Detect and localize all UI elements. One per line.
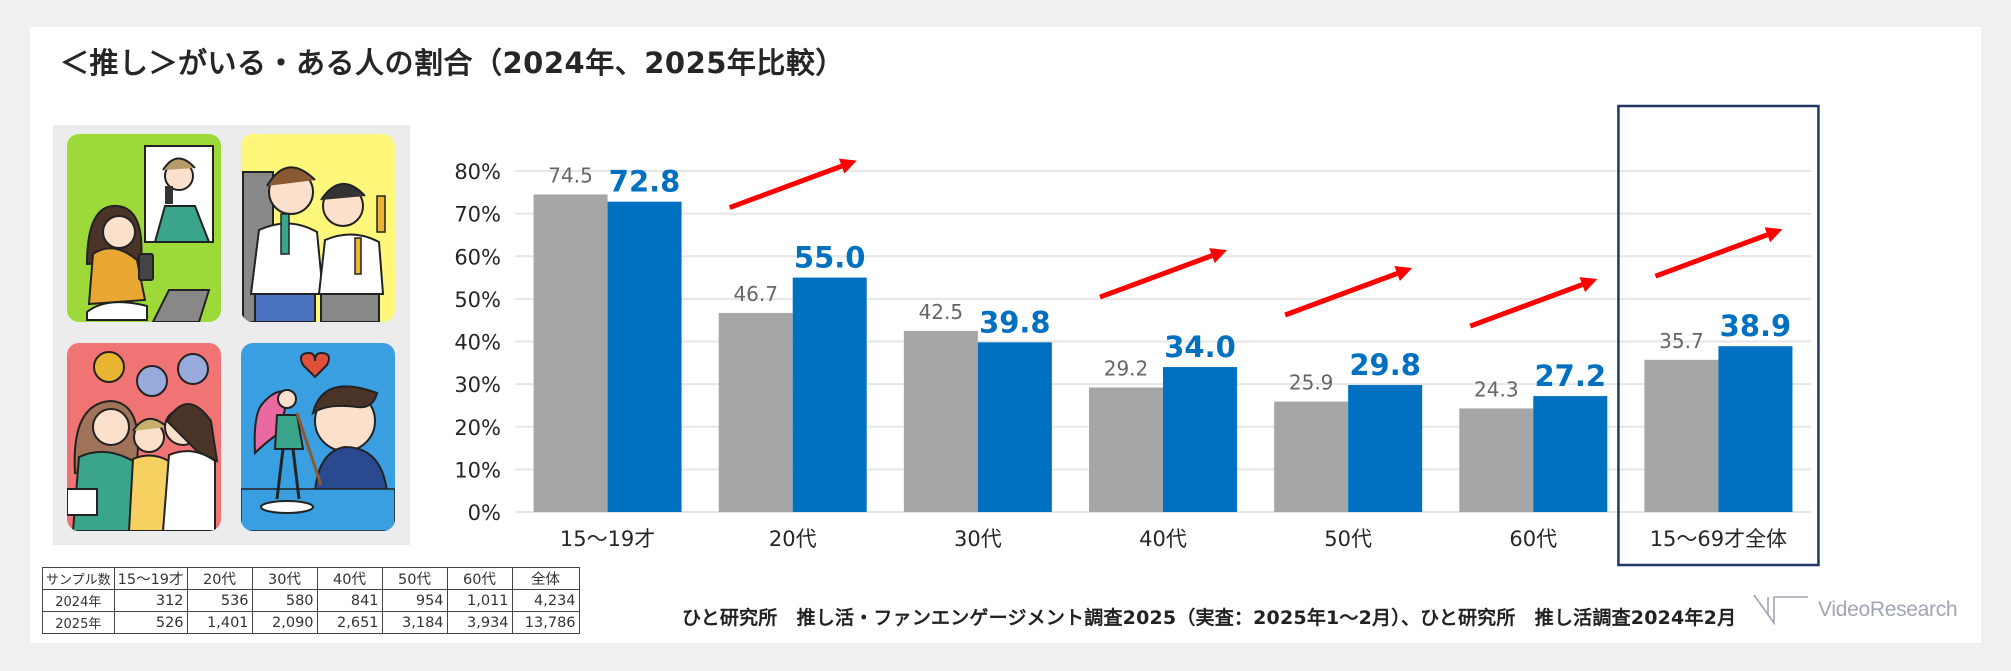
x-category-label: 50代 [1324, 527, 1372, 551]
bar-2024 [1274, 401, 1349, 512]
y-tick-label: 20% [454, 416, 501, 440]
y-tick-label: 80% [454, 160, 501, 184]
increase-arrow-icon [728, 158, 857, 210]
bar-2024 [1644, 359, 1719, 512]
sample-table-header-cell: 30代 [251, 567, 318, 590]
source-footnote: ひと研究所 推し活・ファンエンゲージメント調査2025（実査：2025年1～2月… [682, 607, 1737, 629]
sample-table-cell: 526 [113, 611, 188, 634]
illustration-fans-with-penlights-image [241, 134, 395, 322]
bar-2025 [792, 277, 867, 512]
sample-table-header-cell: 50代 [381, 567, 448, 590]
sample-table-header-cell: サンプル数 [42, 567, 115, 590]
value-label-2025: 38.9 [1720, 309, 1792, 343]
sample-table-cell: 536 [186, 589, 253, 612]
video-research-logo: VideoResearch [1752, 593, 1958, 627]
x-category-label: 30代 [954, 527, 1002, 551]
y-tick-label: 50% [454, 288, 501, 312]
bar-2024 [1089, 387, 1163, 512]
logo-text: VideoResearch [1818, 598, 1958, 621]
illustration-panel [53, 125, 410, 545]
sample-table-cell: 312 [113, 589, 188, 612]
bar-2025 [1163, 367, 1237, 512]
sample-table-cell: 4,234 [511, 589, 580, 612]
sample-table-cell: 1,401 [186, 611, 253, 634]
value-label-2025: 55.0 [794, 241, 866, 275]
value-label-2025: 72.8 [609, 165, 681, 199]
sample-table-cell: 3,934 [446, 611, 513, 634]
illustration-woman-watching-idol [67, 134, 221, 322]
value-label-2025: 39.8 [979, 305, 1051, 339]
value-label-2025: 29.8 [1349, 348, 1421, 382]
bar-2024 [533, 194, 608, 512]
value-label-2024: 25.9 [1289, 371, 1334, 395]
bar-2024 [718, 312, 793, 512]
sample-table-row: 2025年 526 1,401 2,090 2,651 3,184 3,934 … [42, 611, 580, 634]
value-label-2024: 35.7 [1659, 329, 1704, 353]
value-label-2025: 34.0 [1164, 330, 1236, 364]
y-tick-label: 30% [454, 373, 501, 397]
bar-2025 [1533, 396, 1608, 512]
illustration-woman-watching-idol-image [67, 134, 221, 322]
sample-table-header-cell: 20代 [186, 567, 253, 590]
y-tick-label: 70% [454, 203, 501, 227]
sample-table-cell: 2,090 [251, 611, 318, 634]
bar-2025 [977, 342, 1052, 512]
page-title: ＜推し＞がいる・ある人の割合（2024年、2025年比較） [60, 46, 845, 80]
bar-2025 [607, 201, 682, 512]
illustration-friends-chatting [67, 343, 221, 531]
sample-table-cell: 3,184 [381, 611, 448, 634]
sample-table-header-row: サンプル数 15～19才 20代 30代 40代 50代 60代 全体 [42, 567, 580, 590]
sample-table-cell: 1,011 [446, 589, 513, 612]
increase-arrow-icon [1284, 266, 1413, 318]
sample-table-row-label: 2024年 [42, 589, 115, 612]
y-tick-label: 0% [468, 501, 501, 525]
x-category-label: 60代 [1509, 527, 1557, 551]
sample-table-header-cell: 60代 [446, 567, 513, 590]
value-label-2024: 24.3 [1474, 377, 1519, 401]
sample-table-row: 2024年 312 536 580 841 954 1,011 4,234 [42, 589, 580, 612]
sample-table-header-cell: 15～19才 [113, 567, 188, 590]
value-label-2024: 46.7 [733, 282, 778, 306]
sample-table-cell: 954 [381, 589, 448, 612]
x-category-label: 15～69才全体 [1650, 527, 1787, 551]
sample-table-cell: 580 [251, 589, 318, 612]
x-category-label: 15～19才 [560, 527, 655, 551]
bar-2025 [1718, 346, 1793, 512]
sample-table-cell: 13,786 [511, 611, 580, 634]
value-label-2025: 27.2 [1535, 359, 1607, 393]
sample-table-cell: 841 [316, 589, 383, 612]
illustration-man-with-figure [241, 343, 395, 531]
y-tick-label: 10% [454, 458, 501, 482]
increase-arrow-icon [1469, 277, 1598, 329]
highlight-box-total [1617, 104, 1820, 567]
sample-table-row-label: 2025年 [42, 611, 115, 634]
sample-size-table: サンプル数 15～19才 20代 30代 40代 50代 60代 全体 2024… [42, 567, 580, 634]
value-label-2024: 74.5 [548, 163, 593, 187]
bar-2024 [903, 330, 978, 512]
illustration-friends-chatting-image [67, 343, 221, 531]
illustration-fans-with-penlights [241, 134, 395, 322]
x-category-label: 20代 [769, 527, 817, 551]
y-tick-label: 60% [454, 245, 501, 269]
sample-table-header-cell: 全体 [511, 567, 580, 590]
sample-table-header-cell: 40代 [316, 567, 383, 590]
sample-table-cell: 2,651 [316, 611, 383, 634]
bar-2024 [1459, 408, 1534, 512]
illustration-man-with-figure-image [241, 343, 395, 531]
y-tick-label: 40% [454, 331, 501, 355]
increase-arrow-icon [1099, 248, 1227, 300]
value-label-2024: 29.2 [1104, 357, 1149, 381]
x-category-label: 40代 [1139, 527, 1187, 551]
bar-2025 [1348, 384, 1423, 512]
increase-arrow-icon [1654, 227, 1783, 279]
video-research-logo-mark-icon [1753, 594, 1808, 626]
value-label-2024: 42.5 [919, 300, 964, 324]
